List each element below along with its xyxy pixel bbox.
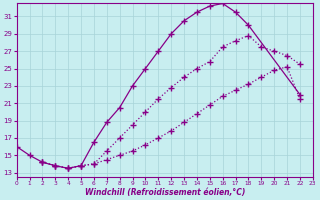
X-axis label: Windchill (Refroidissement éolien,°C): Windchill (Refroidissement éolien,°C) bbox=[84, 188, 245, 197]
